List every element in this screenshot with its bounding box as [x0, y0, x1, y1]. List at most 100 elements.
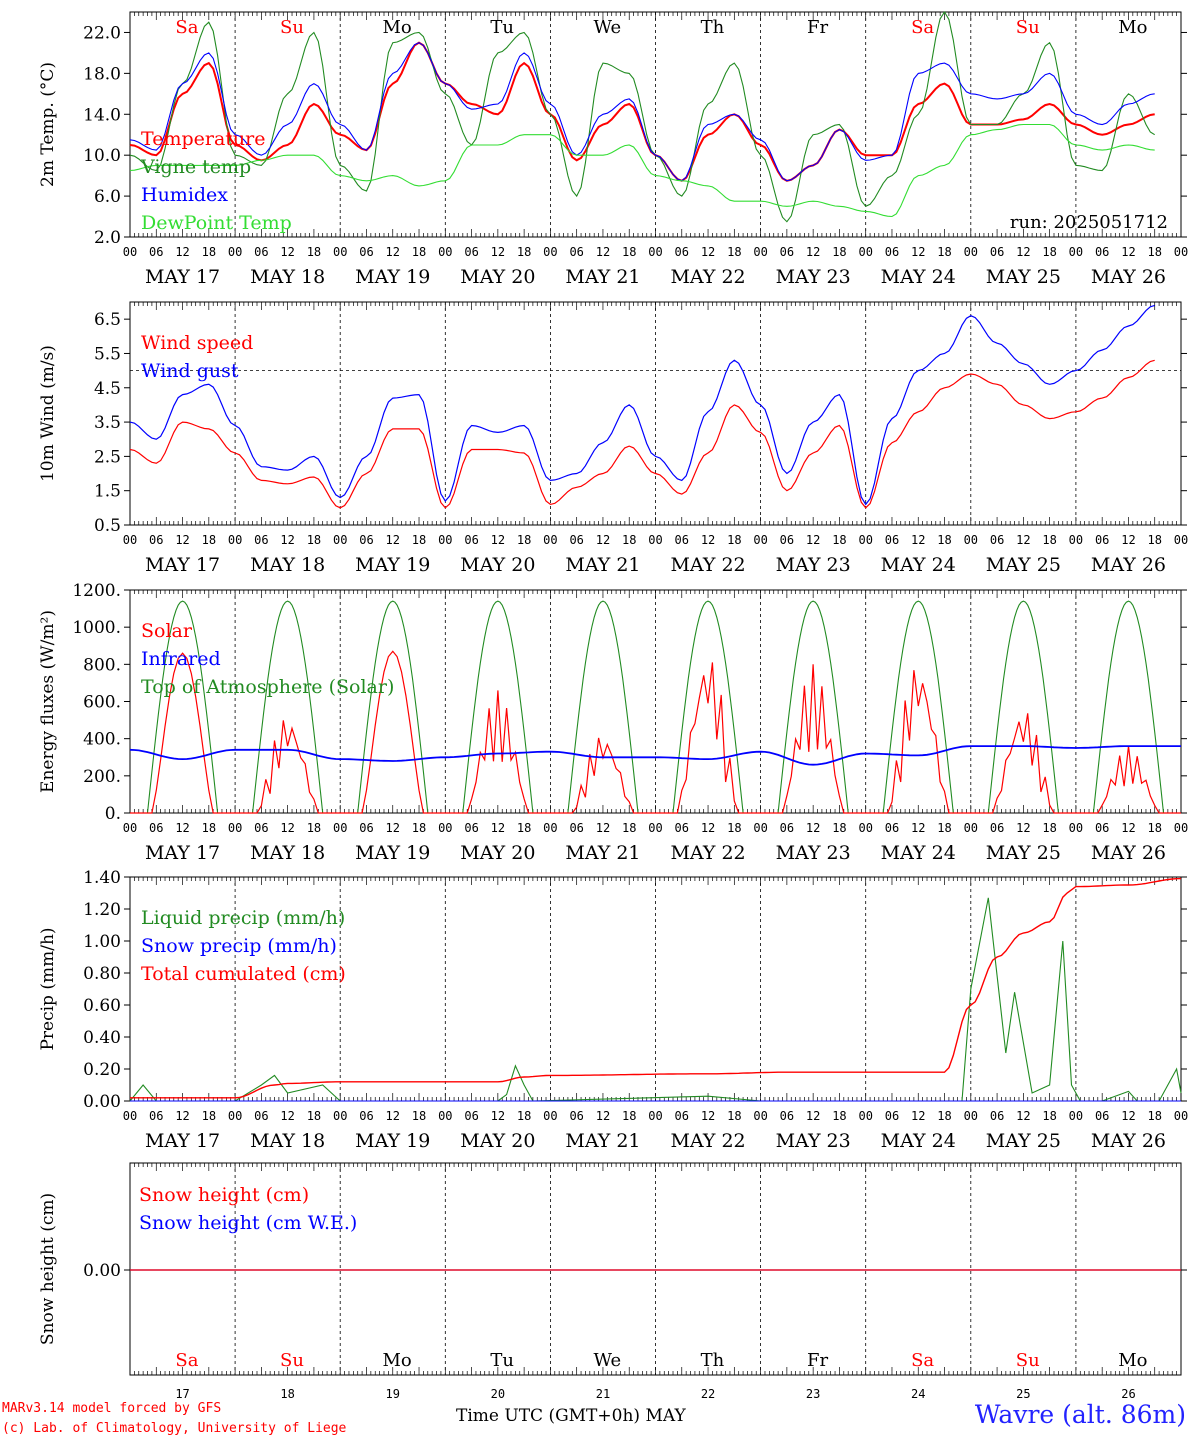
hour-tick-label: 00 [858, 1109, 872, 1123]
hour-tick-label: 18 [1147, 1109, 1161, 1123]
hour-tick-label: 00 [858, 533, 872, 547]
series-wind-speed [129, 359, 1155, 509]
series-solar [130, 650, 1181, 814]
weekday-label: Sa [175, 17, 198, 38]
hour-tick-label: 00 [1174, 1109, 1188, 1123]
weekday-label: We [593, 17, 621, 38]
hour-tick-label: 00 [543, 245, 557, 259]
hour-tick-label: 12 [911, 1109, 925, 1123]
date-label: MAY 21 [565, 842, 640, 864]
hour-tick-label: 00 [964, 533, 978, 547]
hour-tick-label: 12 [1121, 533, 1135, 547]
date-label: MAY 21 [565, 1130, 640, 1152]
hour-tick-label: 18 [1147, 245, 1161, 259]
hour-tick-label: 06 [359, 821, 373, 835]
hour-tick-label: 18 [727, 821, 741, 835]
date-label: MAY 20 [460, 554, 535, 576]
hour-tick-label: 12 [701, 533, 715, 547]
hour-tick-label: 12 [596, 821, 610, 835]
hour-tick-label: 18 [622, 1109, 636, 1123]
day-number-label: 17 [175, 1387, 189, 1401]
hour-tick-label: 06 [780, 245, 794, 259]
y-tick-label: 0.60 [83, 996, 121, 1016]
hour-tick-label: 06 [359, 533, 373, 547]
hour-tick-label: 18 [1042, 1109, 1056, 1123]
legend-entry: DewPoint Temp [141, 212, 292, 234]
hour-tick-label: 00 [858, 821, 872, 835]
hour-tick-label: 12 [175, 245, 189, 259]
day-number-label: 18 [280, 1387, 294, 1401]
day-number-label: 22 [701, 1387, 715, 1401]
date-label: MAY 23 [776, 266, 851, 288]
hour-tick-label: 06 [990, 533, 1004, 547]
day-number-label: 26 [1121, 1387, 1135, 1401]
hour-tick-label: 06 [149, 1109, 163, 1123]
hour-tick-label: 06 [1095, 533, 1109, 547]
hour-tick-label: 12 [280, 245, 294, 259]
hour-tick-label: 00 [648, 1109, 662, 1123]
weekday-label: Mo [382, 17, 411, 38]
date-label: MAY 23 [776, 1130, 851, 1152]
y-tick-label: 4.5 [94, 379, 121, 399]
weekday-label: Su [280, 17, 304, 38]
hour-tick-label: 12 [491, 533, 505, 547]
hour-tick-label: 06 [780, 533, 794, 547]
date-label: MAY 26 [1091, 1130, 1166, 1152]
credits: MARv3.14 model forced by GFS (c) Lab. of… [2, 1399, 346, 1439]
weekday-label: Tu [490, 1350, 514, 1371]
legend-entry: Solar [141, 620, 193, 642]
hour-tick-label: 06 [885, 821, 899, 835]
hour-tick-label: 18 [937, 533, 951, 547]
hour-tick-label: 12 [175, 821, 189, 835]
hour-tick-label: 12 [1121, 821, 1135, 835]
run-annotation: run: 2025051712 [1010, 212, 1168, 233]
hour-tick-label: 18 [202, 533, 216, 547]
hour-tick-label: 12 [1121, 1109, 1135, 1123]
hour-tick-label: 06 [780, 1109, 794, 1123]
hour-tick-label: 06 [464, 245, 478, 259]
weekday-label: Tu [490, 17, 514, 38]
hour-tick-label: 12 [806, 533, 820, 547]
date-label: MAY 18 [250, 554, 325, 576]
xaxis-month: MAY [645, 1406, 686, 1426]
hour-tick-label: 06 [149, 245, 163, 259]
hour-tick-label: 00 [123, 821, 137, 835]
series-total-cumulated [130, 877, 1182, 1099]
date-label: MAY 26 [1091, 554, 1166, 576]
hour-tick-label: 00 [858, 245, 872, 259]
weekday-label: Fr [807, 1350, 828, 1371]
date-label: MAY 17 [145, 842, 220, 864]
legend-entry: Liquid precip (mm/h) [141, 907, 345, 929]
day-number-label: 25 [1016, 1387, 1030, 1401]
hour-tick-label: 12 [911, 821, 925, 835]
date-label: MAY 21 [565, 266, 640, 288]
hour-tick-label: 06 [569, 821, 583, 835]
hour-tick-label: 12 [175, 533, 189, 547]
hour-tick-label: 06 [675, 245, 689, 259]
hour-tick-label: 18 [622, 533, 636, 547]
hour-tick-label: 12 [280, 821, 294, 835]
y-tick-label: 0.40 [83, 1028, 121, 1048]
hour-tick-label: 12 [386, 533, 400, 547]
hour-tick-label: 00 [1174, 245, 1188, 259]
hour-tick-label: 12 [596, 533, 610, 547]
hour-tick-label: 00 [964, 245, 978, 259]
date-label: MAY 22 [670, 842, 745, 864]
hour-tick-label: 18 [412, 1109, 426, 1123]
hour-tick-label: 06 [675, 533, 689, 547]
hour-tick-label: 00 [1069, 245, 1083, 259]
legend-entry: Snow height (cm) [139, 1184, 309, 1206]
hour-tick-label: 06 [1095, 1109, 1109, 1123]
date-label: MAY 22 [670, 1130, 745, 1152]
y-tick-label: 800. [83, 655, 121, 675]
hour-tick-label: 18 [1147, 821, 1161, 835]
hour-tick-label: 06 [149, 533, 163, 547]
weekday-label: Sa [911, 1350, 934, 1371]
hour-tick-label: 06 [359, 1109, 373, 1123]
y-tick-label: 200. [83, 767, 121, 787]
y-tick-label: 10.0 [83, 146, 121, 166]
hour-tick-label: 06 [464, 533, 478, 547]
panel-1-ylabel: 2m Temp. (°C) [38, 62, 58, 187]
hour-tick-label: 00 [333, 533, 347, 547]
